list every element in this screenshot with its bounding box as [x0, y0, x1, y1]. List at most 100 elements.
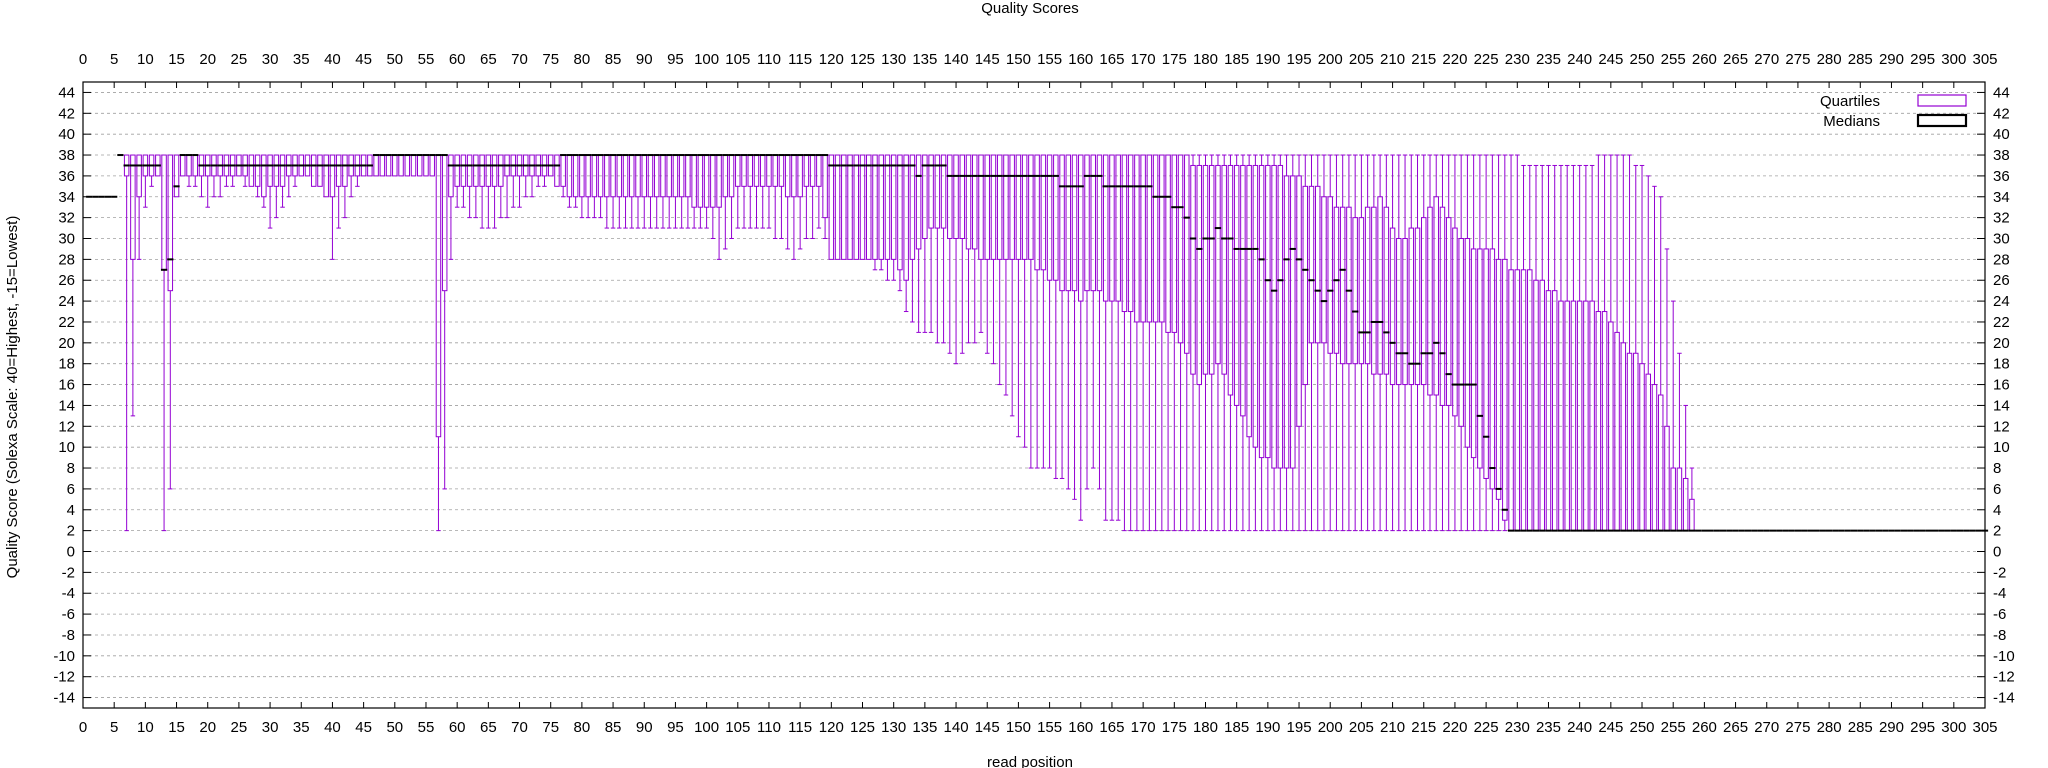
quartile-box — [273, 154, 280, 187]
y-tick-label-right: 30 — [1993, 231, 2010, 248]
x-tick-label-top: 95 — [667, 51, 684, 68]
y-tick-label-right: 16 — [1993, 377, 2010, 394]
quartile-box — [1383, 206, 1390, 375]
x-tick-label-top: 165 — [1099, 51, 1124, 68]
y-tick-label-left: -8 — [62, 627, 75, 644]
quartile-box — [441, 154, 448, 292]
x-tick-label-bottom: 180 — [1193, 719, 1218, 736]
x-tick-label-top: 155 — [1037, 51, 1062, 68]
quartile-box — [1633, 352, 1639, 532]
quartile-box — [1514, 269, 1521, 532]
x-tick-label-top: 185 — [1224, 51, 1249, 68]
y-tick-label-left: 24 — [58, 293, 75, 310]
x-tick-label-top: 90 — [636, 51, 653, 68]
x-tick-label-bottom: 85 — [605, 719, 622, 736]
x-tick-label-top: 5 — [110, 51, 118, 68]
quartile-box — [1339, 206, 1346, 365]
y-tick-label-right: 40 — [1993, 126, 2010, 143]
quartile-box — [1040, 154, 1047, 271]
x-tick-label-bottom: 140 — [944, 719, 969, 736]
quartile-box — [1402, 238, 1408, 386]
x-tick-label-bottom: 40 — [324, 719, 341, 736]
x-tick-label-bottom: 190 — [1255, 719, 1280, 736]
x-tick-label-bottom: 75 — [542, 719, 559, 736]
quartile-box — [491, 154, 498, 187]
x-tick-label-bottom: 265 — [1723, 719, 1748, 736]
quartile-box — [485, 154, 492, 187]
quartile-box — [1545, 290, 1552, 532]
quartile-box — [859, 154, 866, 260]
x-tick-label-bottom: 10 — [137, 719, 154, 736]
y-tick-label-left: 30 — [58, 231, 75, 248]
y-tick-label-left: 34 — [58, 189, 75, 206]
quartile-box — [1502, 258, 1508, 521]
x-tick-label-top: 210 — [1380, 51, 1405, 68]
y-tick-label-right: -2 — [1993, 564, 2006, 581]
quartile-box — [1520, 269, 1527, 532]
x-tick-label-bottom: 235 — [1536, 719, 1561, 736]
x-tick-label-top: 230 — [1505, 51, 1530, 68]
x-tick-label-bottom: 55 — [418, 719, 435, 736]
quartile-box — [410, 154, 417, 177]
x-tick-label-bottom: 50 — [386, 719, 403, 736]
quartile-box — [454, 154, 460, 187]
quartile-box — [710, 154, 716, 208]
quartile-box — [1477, 248, 1483, 469]
quartile-box — [1651, 384, 1658, 532]
quartile-box — [1614, 331, 1620, 532]
quartile-box — [753, 154, 760, 187]
x-tick-label-bottom: 150 — [1006, 719, 1031, 736]
quartile-box — [1576, 300, 1583, 532]
x-tick-label-top: 60 — [449, 51, 466, 68]
quartile-box — [778, 154, 785, 187]
x-tick-label-top: 30 — [262, 51, 279, 68]
quartile-box — [1589, 300, 1595, 532]
quartile-box — [984, 154, 990, 260]
x-tick-label-top: 45 — [355, 51, 372, 68]
quartile-box — [1551, 290, 1558, 532]
y-tick-label-right: 6 — [1993, 481, 2001, 498]
x-tick-label-bottom: 105 — [725, 719, 750, 736]
quartile-box — [385, 154, 392, 177]
quartile-box — [1601, 311, 1608, 532]
y-tick-label-left: 4 — [67, 502, 75, 519]
x-tick-label-top: 25 — [231, 51, 248, 68]
quartile-box — [766, 154, 772, 187]
quartile-box — [691, 154, 697, 208]
x-tick-label-bottom: 145 — [975, 719, 1000, 736]
x-tick-label-bottom: 270 — [1754, 719, 1779, 736]
x-tick-label-top: 245 — [1598, 51, 1623, 68]
quartile-box — [1215, 164, 1221, 365]
y-tick-label-right: 4 — [1993, 502, 2001, 519]
y-tick-label-right: 24 — [1993, 293, 2010, 310]
quartile-box — [417, 154, 423, 177]
x-tick-label-top: 150 — [1006, 51, 1031, 68]
quartile-box — [1458, 238, 1464, 427]
y-tick-label-left: -14 — [53, 690, 75, 707]
x-tick-label-bottom: 0 — [79, 719, 87, 736]
quartile-box — [1021, 154, 1028, 260]
quartile-box — [822, 154, 828, 219]
x-tick-label-top: 170 — [1131, 51, 1156, 68]
quartile-box — [965, 154, 972, 250]
quartile-box — [379, 154, 386, 177]
x-tick-label-bottom: 60 — [449, 719, 466, 736]
quartile-box — [915, 154, 922, 250]
quartile-box — [1352, 217, 1358, 365]
x-tick-label-top: 35 — [293, 51, 310, 68]
quartile-box — [473, 154, 479, 187]
x-tick-label-bottom: 90 — [636, 719, 653, 736]
x-tick-label-top: 240 — [1567, 51, 1592, 68]
x-tick-label-bottom: 20 — [199, 719, 216, 736]
quartile-box — [498, 154, 504, 187]
x-tick-label-top: 55 — [418, 51, 435, 68]
quartile-box — [1071, 154, 1078, 292]
y-tick-label-left: 32 — [58, 210, 75, 227]
quartile-box — [828, 154, 835, 260]
y-tick-label-right: 2 — [1993, 523, 2001, 540]
x-tick-label-bottom: 300 — [1941, 719, 1966, 736]
y-tick-label-left: -6 — [62, 606, 75, 623]
quartile-box — [1321, 196, 1327, 344]
chart-title: Quality Scores — [981, 0, 1079, 17]
legend-swatch-quartiles — [1917, 94, 1967, 107]
